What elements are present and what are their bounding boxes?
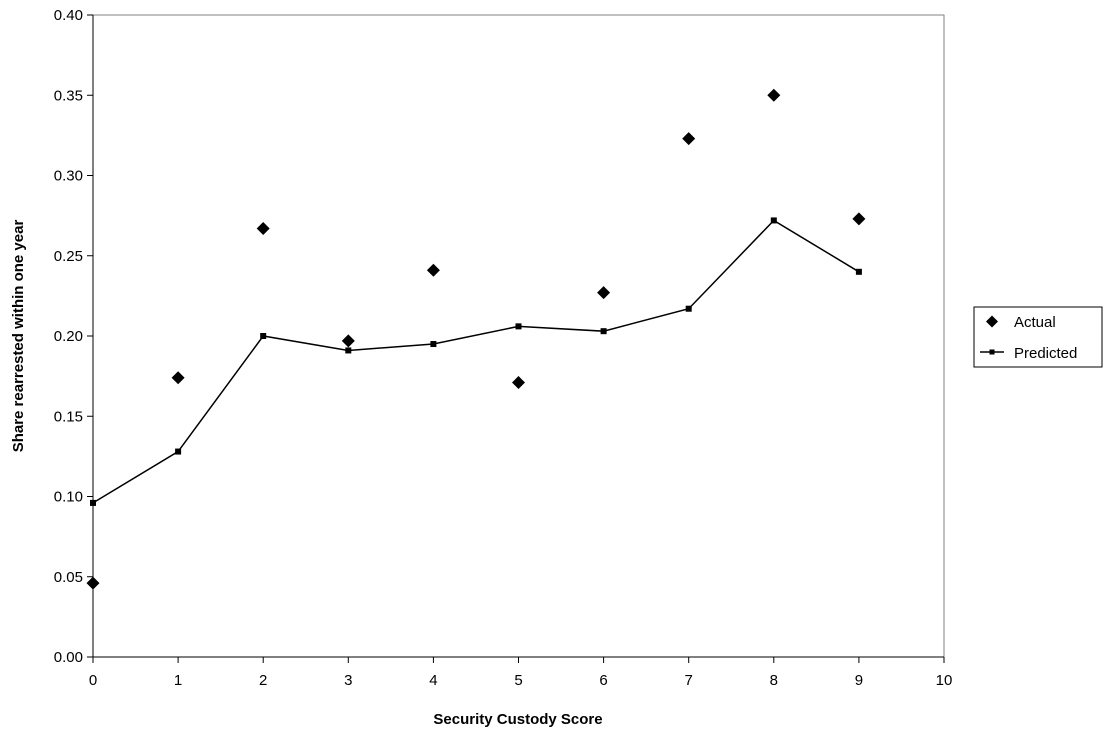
x-axis-title: Security Custody Score	[433, 711, 602, 728]
predicted-point	[175, 448, 182, 455]
x-tick-label: 7	[685, 672, 693, 689]
x-tick-label: 0	[89, 672, 97, 689]
x-tick-label: 2	[259, 672, 267, 689]
actual-point	[512, 376, 525, 390]
legend-predicted-marker	[989, 349, 995, 355]
predicted-point	[770, 217, 777, 224]
actual-point	[171, 371, 185, 385]
y-tick-label: 0.20	[54, 328, 83, 345]
legend-actual-label: Actual	[1014, 314, 1056, 331]
predicted-point	[345, 347, 352, 354]
predicted-point	[855, 268, 862, 275]
x-tick-label: 3	[344, 672, 352, 689]
x-tick-label: 8	[770, 672, 778, 689]
actual-point	[682, 132, 696, 146]
actual-point	[852, 212, 866, 226]
x-tick-label: 10	[936, 672, 953, 689]
actual-point	[341, 334, 355, 348]
y-tick-label: 0.35	[54, 87, 83, 104]
x-tick-label: 6	[599, 672, 607, 689]
y-tick-label: 0.40	[54, 7, 83, 24]
series-layer	[86, 88, 866, 590]
actual-point	[597, 286, 611, 300]
y-tick-label: 0.00	[54, 649, 83, 666]
predicted-point	[600, 328, 607, 335]
legend-predicted-label: Predicted	[1014, 345, 1077, 362]
actual-point	[426, 263, 440, 277]
predicted-point	[430, 341, 437, 348]
plot-frame	[92, 14, 945, 658]
y-tick-label: 0.05	[54, 569, 83, 586]
y-tick-label: 0.10	[54, 489, 83, 506]
plot-area	[92, 14, 945, 658]
legend-box	[973, 306, 1103, 368]
actual-point	[256, 221, 270, 235]
predicted-point	[515, 323, 522, 330]
legend-actual-marker	[986, 315, 998, 328]
actual-point	[86, 576, 100, 590]
y-axis-title: Share rearrested within one year	[10, 220, 27, 453]
y-tick-label: 0.25	[54, 248, 83, 265]
x-tick-label: 9	[855, 672, 863, 689]
x-tick-label: 5	[514, 672, 522, 689]
x-axis: 0 1 2 3 4 5 6 7 8 9 10	[89, 656, 953, 689]
y-axis: 0.00 0.05 0.10 0.15 0.20 0.25 0.30 0.35 0.40	[54, 7, 94, 666]
predicted-point	[685, 305, 692, 312]
x-tick-label: 1	[174, 672, 182, 689]
predicted-point	[260, 333, 267, 339]
legend: Actual Predicted	[973, 306, 1103, 368]
actual-point	[767, 88, 781, 102]
y-tick-label: 0.15	[54, 408, 83, 425]
y-tick-label: 0.30	[54, 168, 83, 185]
x-tick-label: 4	[429, 672, 437, 689]
predicted-point	[90, 499, 96, 506]
predicted-line	[92, 219, 860, 504]
